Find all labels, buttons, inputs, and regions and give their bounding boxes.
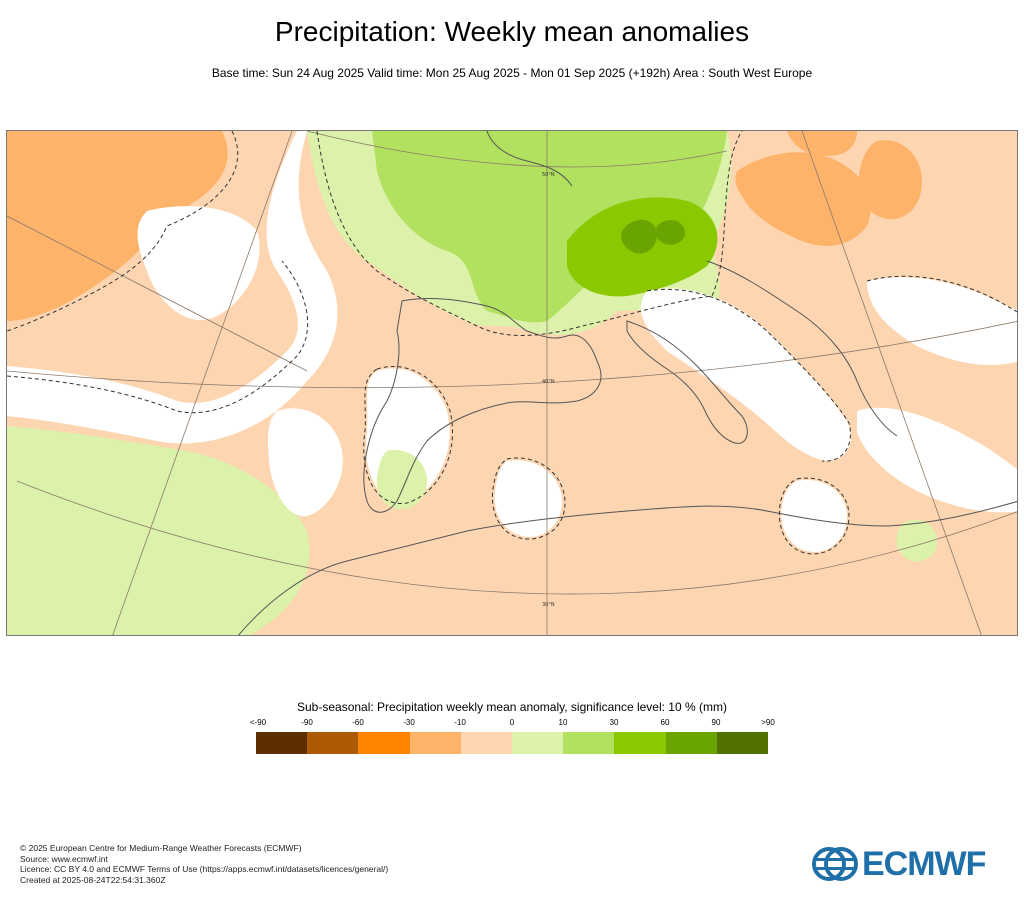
legend-labels: <-90 -90 -60 -30 -10 0 10 30 60 90 >90	[230, 718, 790, 730]
chart-title: Precipitation: Weekly mean anomalies	[274, 16, 750, 47]
footer-copyright: © 2025 European Centre for Medium-Range …	[20, 843, 302, 853]
footer-source: Source: www.ecmwf.int	[20, 853, 108, 864]
neutral-patch-libya	[781, 480, 847, 552]
coastline-adriatic	[706, 260, 898, 437]
legend-label: 10	[558, 718, 568, 727]
legend-label: >90	[761, 718, 775, 727]
footer: © 2025 European Centre for Medium-Range …	[20, 843, 388, 885]
legend-swatch	[563, 732, 615, 754]
neutral-band-balkans	[867, 277, 1017, 366]
neutral-band-atlantic	[7, 131, 338, 444]
map-svg: 50°N 40°N 30°N	[7, 131, 1017, 635]
significance-contour-atlantic	[7, 131, 239, 332]
wet-core-alps-west	[621, 219, 658, 254]
footer-licence: Licence: CC BY 4.0 and ECMWF Terms of Us…	[20, 864, 389, 874]
legend-swatch	[512, 732, 564, 754]
ecmwf-logo: ECMWF	[812, 844, 1012, 884]
legend-swatch	[614, 732, 666, 754]
dry-region-eastern-europe	[735, 152, 871, 246]
footer-created: Created at 2025-08-24T22:54:31.360Z	[20, 874, 166, 885]
coastline-english-channel	[486, 131, 573, 187]
legend-swatch	[665, 732, 717, 754]
ecmwf-logo-text: ECMWF	[862, 845, 986, 883]
significance-contour-italy	[646, 288, 851, 462]
parallel-40n	[7, 321, 1017, 389]
neutral-patch-iberia-west	[267, 408, 343, 517]
lat-label-50n: 50°N	[542, 172, 555, 178]
significance-contour-europe	[316, 131, 743, 336]
neutral-band-greece	[857, 407, 1017, 513]
neutral-patch-algeria	[494, 460, 562, 537]
wet-region-central	[372, 131, 727, 323]
parallel-50n	[306, 131, 728, 168]
coastline-iberia-france	[363, 298, 602, 513]
significance-contour-balkans	[866, 275, 1017, 313]
significance-contour-atlantic-south	[7, 260, 309, 414]
lat-label-40n: 40°N	[542, 379, 555, 385]
parallel-30n	[16, 480, 1017, 595]
legend-swatch	[307, 732, 359, 754]
chart-subtitle: Base time: Sun 24 Aug 2025 Valid time: M…	[211, 66, 813, 80]
meridian-east	[801, 131, 982, 635]
legend-label: 30	[609, 718, 619, 727]
legend-label: 90	[711, 718, 721, 727]
legend-label: -90	[301, 718, 313, 727]
anomaly-region-atlantic-dry	[7, 131, 228, 321]
dry-region-poland	[858, 140, 922, 220]
anomaly-map: 50°N 40°N 30°N	[6, 130, 1018, 636]
wet-core-alps-east	[655, 219, 686, 245]
legend-title: Sub-seasonal: Precipitation weekly mean …	[297, 700, 727, 714]
meridian-west	[112, 131, 293, 635]
legend-label: 60	[660, 718, 670, 727]
lat-label-30n: 30°N	[542, 602, 555, 608]
coastline-north-africa	[238, 501, 1017, 635]
legend-color-bar	[256, 732, 769, 754]
legend-label: 0	[509, 718, 515, 727]
legend-label: <-90	[249, 718, 267, 727]
neutral-band-italy	[640, 288, 851, 461]
legend-label: -10	[454, 718, 466, 727]
significance-contour-libya	[778, 477, 850, 555]
legend-swatch	[409, 732, 461, 754]
legend-swatch	[358, 732, 410, 754]
legend-label: -30	[403, 718, 415, 727]
graticule-line-nw	[7, 215, 308, 372]
significance-contour-algeria	[491, 457, 566, 540]
neutral-patch-biscay	[137, 206, 260, 320]
legend-swatch	[460, 732, 513, 754]
legend-swatch	[716, 732, 769, 754]
significance-contour-iberia	[363, 365, 454, 504]
ecmwf-logo-icon	[812, 847, 858, 881]
legend-swatch	[256, 732, 308, 754]
wet-patch-east-med	[896, 519, 937, 562]
coastline-italy	[626, 320, 748, 444]
wet-patch-iberia	[376, 450, 427, 510]
legend-label: -60	[352, 718, 364, 727]
